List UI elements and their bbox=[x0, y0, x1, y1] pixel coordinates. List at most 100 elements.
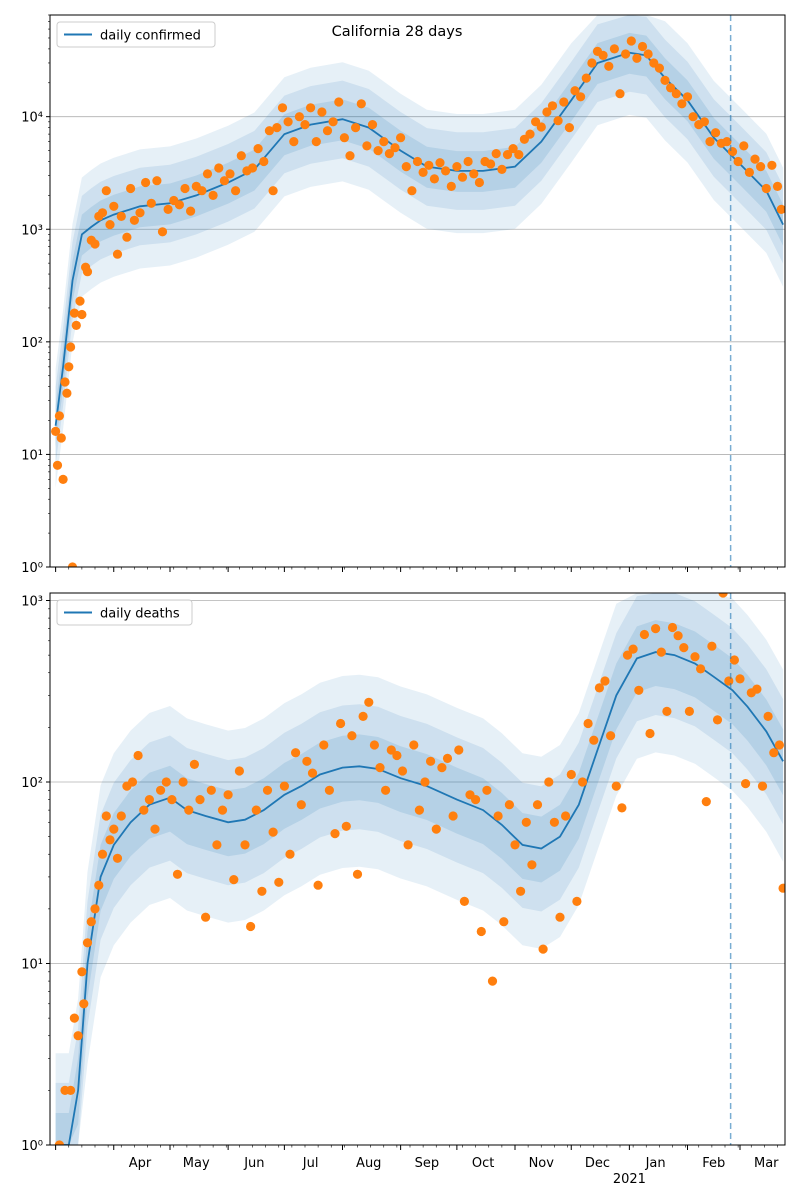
x-tick-label: Aug bbox=[356, 1156, 381, 1171]
data-point bbox=[457, 172, 468, 182]
data-point bbox=[662, 706, 672, 717]
data-point bbox=[52, 460, 63, 470]
data-point bbox=[536, 122, 546, 132]
data-point bbox=[307, 768, 318, 778]
legend-box bbox=[56, 599, 193, 626]
data-point bbox=[510, 840, 520, 850]
data-point bbox=[499, 917, 509, 927]
data-point bbox=[105, 835, 115, 845]
data-point bbox=[97, 208, 108, 218]
data-point bbox=[247, 163, 258, 173]
data-point bbox=[186, 206, 196, 216]
data-point bbox=[277, 103, 288, 113]
data-point bbox=[424, 160, 434, 170]
axes-frame bbox=[49, 592, 786, 1146]
x-tick-label: Dec bbox=[585, 1156, 610, 1171]
data-point bbox=[356, 99, 366, 109]
data-point bbox=[313, 880, 323, 890]
data-point bbox=[300, 120, 310, 130]
data-point bbox=[576, 92, 586, 102]
data-point bbox=[146, 198, 156, 208]
data-point bbox=[135, 208, 145, 218]
data-point bbox=[555, 912, 565, 922]
data-point bbox=[62, 388, 72, 398]
data-point bbox=[54, 411, 64, 421]
axes-frame bbox=[49, 14, 786, 568]
data-point bbox=[566, 769, 576, 780]
data-point bbox=[542, 107, 552, 117]
data-point bbox=[82, 938, 93, 948]
data-point bbox=[598, 50, 608, 61]
data-point bbox=[752, 684, 762, 694]
data-point bbox=[527, 860, 537, 870]
data-point bbox=[677, 99, 687, 109]
uncertainty-band bbox=[55, 15, 784, 488]
data-point bbox=[364, 697, 374, 707]
data-point bbox=[660, 75, 670, 85]
data-point bbox=[761, 183, 771, 194]
data-point bbox=[420, 777, 430, 787]
data-point bbox=[274, 877, 284, 887]
data-point bbox=[64, 362, 74, 372]
data-point bbox=[141, 177, 151, 188]
data-point bbox=[516, 886, 526, 896]
data-point bbox=[291, 748, 301, 758]
data-point bbox=[306, 103, 316, 113]
data-point bbox=[279, 781, 289, 791]
data-point bbox=[105, 220, 115, 230]
data-point bbox=[71, 320, 81, 330]
data-point bbox=[671, 89, 681, 99]
data-point bbox=[744, 167, 755, 177]
data-point bbox=[756, 162, 766, 172]
data-point bbox=[606, 731, 616, 741]
data-point bbox=[60, 377, 70, 387]
data-point bbox=[577, 777, 588, 787]
data-point bbox=[381, 785, 391, 795]
data-point bbox=[294, 112, 304, 122]
data-point bbox=[769, 748, 779, 758]
plot-area bbox=[54, 593, 785, 1145]
data-point bbox=[75, 296, 85, 306]
data-point bbox=[679, 643, 689, 653]
data-point bbox=[341, 821, 351, 831]
data-point bbox=[127, 777, 138, 787]
data-point bbox=[352, 869, 363, 879]
y-tick-label: 10¹ bbox=[21, 958, 43, 973]
data-point bbox=[202, 169, 213, 179]
data-point bbox=[259, 156, 269, 167]
data-point bbox=[699, 117, 710, 127]
data-point bbox=[549, 817, 560, 827]
data-point bbox=[412, 156, 423, 167]
data-point bbox=[208, 190, 218, 200]
legend-label: daily deaths bbox=[100, 607, 180, 622]
data-point bbox=[69, 1013, 79, 1023]
data-point bbox=[129, 215, 139, 225]
data-point bbox=[302, 756, 312, 766]
data-point bbox=[688, 112, 698, 122]
data-point bbox=[336, 718, 346, 729]
y-tick-label: 10⁰ bbox=[21, 1139, 43, 1154]
data-point bbox=[384, 149, 394, 159]
x-tick-label: Feb bbox=[702, 1156, 725, 1171]
data-point bbox=[262, 785, 273, 795]
data-point bbox=[651, 624, 661, 634]
data-point bbox=[452, 162, 462, 172]
data-point bbox=[750, 154, 760, 164]
uncertainty-band bbox=[55, 593, 784, 1145]
data-point bbox=[441, 166, 451, 176]
data-point bbox=[696, 664, 706, 674]
data-point bbox=[547, 101, 558, 111]
data-point bbox=[212, 840, 222, 850]
data-point bbox=[101, 186, 111, 196]
y-tick-label: 10¹ bbox=[21, 448, 43, 463]
data-point bbox=[214, 163, 224, 173]
data-point bbox=[643, 49, 653, 59]
data-point bbox=[525, 129, 535, 139]
data-point bbox=[707, 641, 717, 651]
data-point bbox=[101, 811, 111, 821]
data-point bbox=[236, 151, 246, 161]
data-point bbox=[504, 800, 514, 810]
data-point bbox=[645, 728, 655, 739]
data-point bbox=[471, 795, 481, 805]
